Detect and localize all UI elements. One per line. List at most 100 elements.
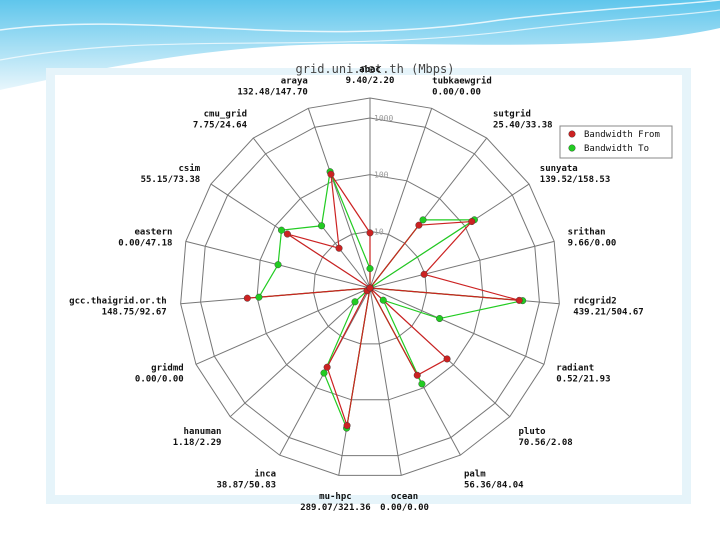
series-bandwidth-from-point xyxy=(323,363,331,371)
category-value: 70.56/2.08 xyxy=(519,438,573,448)
grid-spoke xyxy=(369,240,555,289)
series-bandwidth-to-line xyxy=(257,169,523,431)
legend: Bandwidth From Bandwidth To xyxy=(559,125,673,159)
category-value: 0.00/47.18 xyxy=(118,238,172,248)
legend-marker xyxy=(568,144,576,152)
series-bandwidth-to-point xyxy=(351,298,359,306)
category-name: araya xyxy=(281,76,308,86)
category-name: palm xyxy=(464,470,486,480)
series-bandwidth-to-point xyxy=(366,265,374,273)
category-name: sunyata xyxy=(540,164,578,174)
series-bandwidth-from-point xyxy=(420,270,428,278)
category-name: pluto xyxy=(519,427,546,437)
category-name: srithan xyxy=(568,226,606,237)
series-bandwidth-from-line xyxy=(247,173,520,426)
category-value: 132.48/147.70 xyxy=(237,87,307,97)
category-name: inca xyxy=(254,469,276,480)
category-name: ocean xyxy=(391,492,418,502)
radar-series xyxy=(243,168,527,432)
category-name: abac xyxy=(359,65,381,75)
series-bandwidth-from-point xyxy=(283,230,291,238)
category-name: gcc.thaigrid.or.th xyxy=(69,295,167,306)
series-bandwidth-to-point xyxy=(419,216,427,224)
series-bandwidth-to-point xyxy=(318,222,326,230)
category-value: 9.66/0.00 xyxy=(568,238,617,248)
series-bandwidth-to-point xyxy=(277,226,285,234)
category-value: 139.52/158.53 xyxy=(540,175,610,185)
series-bandwidth-to-point xyxy=(436,315,444,323)
grid-ring xyxy=(200,117,540,457)
series-bandwidth-from-point xyxy=(243,294,251,302)
grid-spoke xyxy=(229,287,371,418)
category-value: 38.87/50.83 xyxy=(216,481,276,491)
series-bandwidth-to-point xyxy=(255,293,263,301)
series-bandwidth-from-point xyxy=(515,296,523,304)
legend-marker xyxy=(568,130,576,138)
series-bandwidth-from-point xyxy=(335,244,343,252)
category-name: cmu_grid xyxy=(204,108,247,119)
category-name: mu-hpc xyxy=(319,492,352,502)
category-value: 0.00/0.00 xyxy=(432,87,481,97)
series-bandwidth-to-point xyxy=(274,261,282,269)
category-value: 9.40/2.20 xyxy=(346,76,395,86)
series-bandwidth-from-point xyxy=(366,284,374,292)
legend-box xyxy=(559,125,673,159)
grid-ring xyxy=(256,174,484,401)
series-bandwidth-to-point xyxy=(418,380,426,388)
grid-spoke xyxy=(252,137,371,289)
series-bandwidth-from-point xyxy=(327,170,335,178)
grid-spoke xyxy=(369,287,545,365)
category-value: 7.75/24.64 xyxy=(193,120,248,130)
series-bandwidth-to-point xyxy=(320,369,328,377)
category-value: 148.75/92.67 xyxy=(102,307,167,317)
category-name: sutgrid xyxy=(493,108,531,119)
category-name: hanuman xyxy=(184,427,222,437)
category-value: 289.07/321.36 xyxy=(300,503,370,513)
series-bandwidth-from-point xyxy=(343,422,351,430)
category-value: 0.00/0.00 xyxy=(380,503,429,513)
category-value: 0.52/21.93 xyxy=(556,374,610,384)
legend-label: Bandwidth From xyxy=(584,130,660,140)
category-value: 0.00/0.00 xyxy=(135,374,184,384)
axis-tick-label: 1000 xyxy=(374,114,393,123)
grid-spoke xyxy=(369,287,402,476)
radar-ticks: 10 100 1000 xyxy=(374,114,393,236)
series-bandwidth-from-point xyxy=(468,218,476,226)
axis-tick-label: 100 xyxy=(374,171,389,180)
grid-spoke xyxy=(307,108,371,289)
series-bandwidth-from-point xyxy=(413,371,421,379)
category-name: radiant xyxy=(556,362,594,373)
category-name: gridmd xyxy=(151,362,184,373)
grid-spoke xyxy=(195,287,371,365)
category-name: tubkaewgrid xyxy=(432,75,492,86)
chart-title: grid.uni.net.th (Mbps) xyxy=(295,62,455,76)
category-name: rdcgrid2 xyxy=(573,295,616,306)
series-bandwidth-from-point xyxy=(366,229,374,237)
series-bandwidth-to-point xyxy=(379,296,387,304)
grid-spoke xyxy=(369,108,433,289)
axis-tick-label: 10 xyxy=(374,227,384,236)
grid-ring xyxy=(180,97,560,476)
grid-ring xyxy=(313,230,427,345)
